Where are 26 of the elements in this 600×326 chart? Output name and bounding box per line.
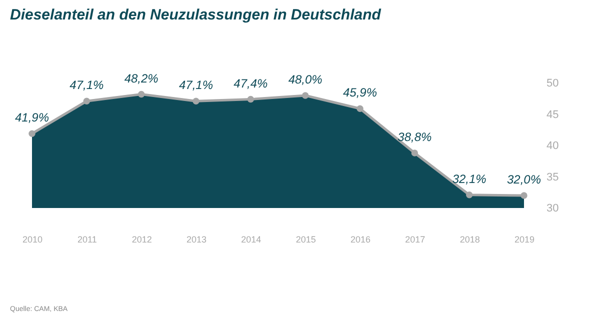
y-tick-label: 40: [546, 140, 559, 152]
y-tick-label: 35: [546, 171, 559, 184]
data-label: 48,2%: [124, 71, 159, 86]
data-label: 47,1%: [70, 78, 104, 92]
x-tick-label: 2019: [514, 234, 535, 244]
x-tick-label: 2018: [460, 234, 480, 244]
data-label: 38,8%: [398, 130, 432, 144]
y-tick-label: 50: [546, 78, 559, 90]
x-tick-label: 2015: [296, 234, 316, 244]
data-label: 47,4%: [234, 76, 268, 90]
x-tick-label: 2013: [186, 234, 207, 244]
data-label: 41,9%: [14, 110, 50, 125]
y-tick-label: 45: [546, 108, 559, 121]
x-tick-label: 2017: [405, 234, 426, 244]
x-tick-label: 2012: [132, 234, 152, 244]
y-tick-label: 30: [546, 202, 559, 214]
chart-title: Dieselanteil an den Neuzulassungen in Deutschland: [10, 6, 382, 24]
data-label: 48,0%: [288, 72, 323, 86]
data-label: 32,0%: [506, 172, 542, 186]
x-tick-label: 2011: [77, 234, 97, 244]
x-tick-label: 2010: [22, 234, 43, 244]
data-label: 47,1%: [178, 78, 214, 92]
x-tick-label: 2014: [241, 234, 262, 244]
x-tick-label: 2016: [350, 234, 371, 244]
data-label: 45,9%: [342, 86, 378, 100]
data-label: 32,1%: [452, 172, 487, 186]
